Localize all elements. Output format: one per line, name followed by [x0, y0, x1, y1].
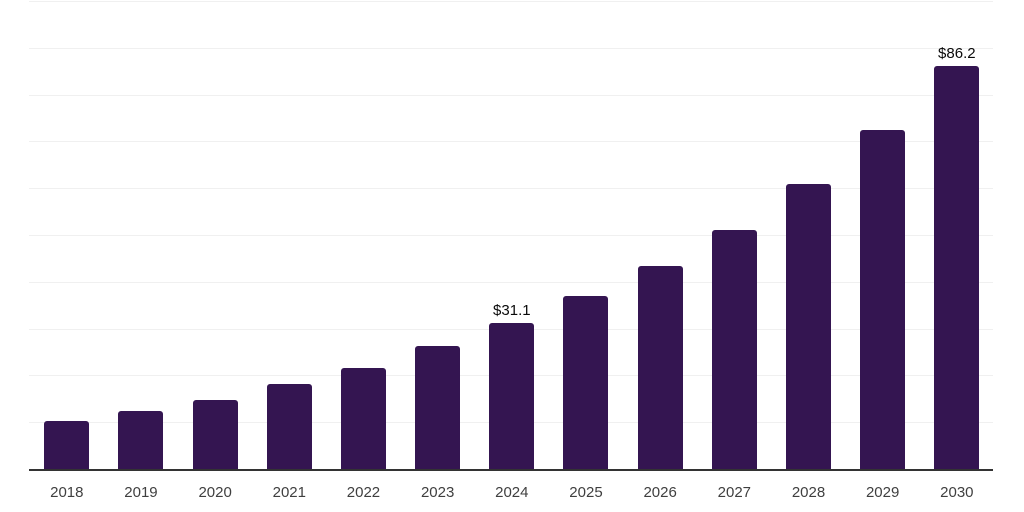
bar-value-label-2024: $31.1	[493, 302, 531, 320]
bar-2018	[44, 420, 90, 469]
x-tick-label-2023: 2023	[420, 484, 455, 501]
x-tick-label-2028: 2028	[791, 484, 826, 501]
gridline	[29, 188, 993, 190]
bar-value-label-2030: $86.2	[938, 44, 976, 62]
bar-2021	[266, 383, 312, 469]
gridline	[29, 94, 993, 96]
bar-2029	[860, 129, 906, 469]
gridline	[29, 235, 993, 236]
x-tick-label-2026: 2026	[643, 484, 677, 501]
bar-2028	[786, 183, 831, 469]
bar-2027	[711, 229, 757, 469]
x-tick-label-2018: 2018	[50, 484, 84, 501]
x-tick-label-2019: 2019	[124, 484, 158, 501]
x-tick-label-2030: 2030	[940, 484, 974, 501]
plot-area: $31.1 $86.2	[29, 1, 993, 471]
x-axis-tick-labels: 2018 2019 2020 2021 2022 2023 2024 2025 2026 2027…	[29, 484, 993, 505]
bar-2023	[415, 345, 461, 469]
gridline	[29, 141, 993, 143]
bar-2022	[340, 367, 386, 469]
x-tick-label-2025: 2025	[569, 484, 603, 501]
bar-2025	[563, 296, 609, 469]
bar-2020	[192, 399, 238, 469]
bar-2024	[489, 323, 535, 469]
x-tick-label-2024: 2024	[495, 484, 529, 501]
gridline	[29, 47, 993, 49]
bar-2030	[934, 65, 980, 469]
gridline	[29, 281, 993, 283]
bar-2026	[637, 265, 683, 469]
x-tick-label-2022: 2022	[346, 484, 381, 501]
bar-2019	[118, 410, 164, 469]
x-tick-label-2029: 2029	[865, 484, 900, 501]
x-tick-label-2020: 2020	[198, 484, 232, 501]
gridline	[29, 1, 993, 2]
x-tick-label-2027: 2027	[717, 484, 752, 501]
x-tick-label-2021: 2021	[272, 484, 306, 501]
